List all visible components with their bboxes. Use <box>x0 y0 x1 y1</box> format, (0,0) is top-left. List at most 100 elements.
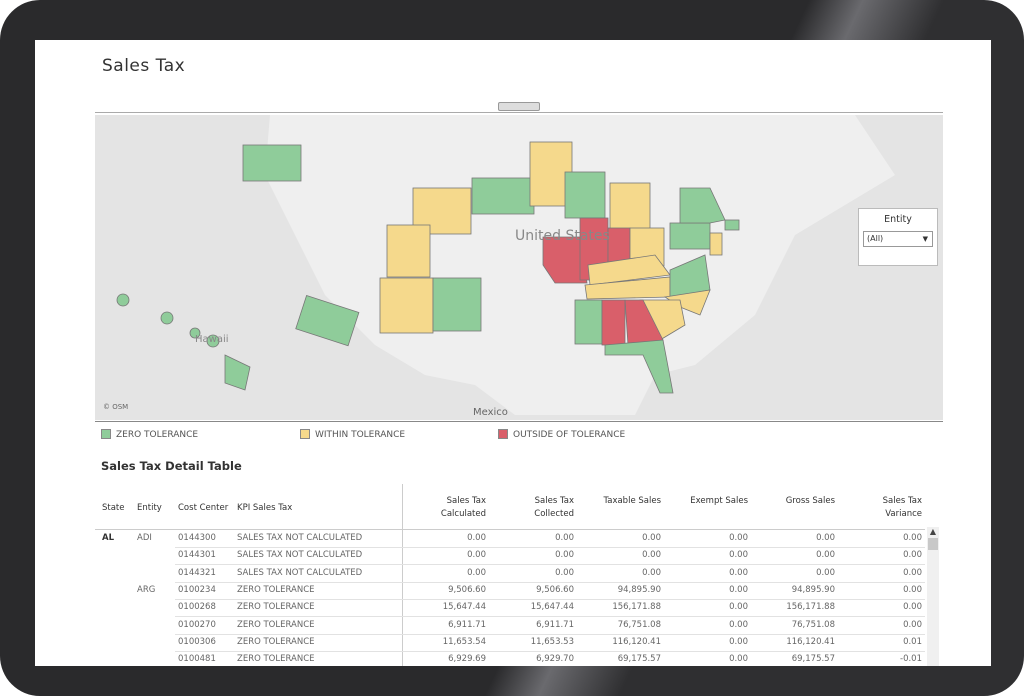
legend-label: ZERO TOLERANCE <box>116 430 199 440</box>
numeric-cell: -0.01 <box>900 654 922 665</box>
column-header: Sales Tax Collected <box>534 496 574 519</box>
numeric-cell: 116,120.41 <box>612 636 661 647</box>
scroll-up[interactable]: ▲ <box>929 527 937 536</box>
page-title: Sales Tax <box>102 56 186 76</box>
numeric-cell: 69,175.57 <box>617 654 661 665</box>
row-rule <box>175 564 925 566</box>
text-cell: AL <box>102 533 114 543</box>
text-cell: ZERO TOLERANCE <box>237 619 315 630</box>
row-rule <box>175 598 925 600</box>
map-label: Mexico <box>473 407 508 418</box>
numeric-cell: 156,171.88 <box>612 602 661 613</box>
numeric-cell: 11,653.53 <box>530 636 574 647</box>
legend-swatch <box>101 429 111 439</box>
numeric-cell: 15,647.44 <box>530 602 574 613</box>
numeric-cell: 6,911.71 <box>448 619 486 630</box>
numeric-cell: 0.00 <box>903 619 922 630</box>
text-cell: ZERO TOLERANCE <box>237 636 315 647</box>
numeric-cell: 11,653.54 <box>442 636 486 647</box>
divider <box>95 112 943 113</box>
row-rule <box>175 581 925 583</box>
state <box>542 236 588 284</box>
numeric-cell: 0.00 <box>729 602 748 613</box>
numeric-cell: 0.01 <box>903 636 922 647</box>
numeric-cell: 0.00 <box>729 636 748 647</box>
numeric-cell: 0.00 <box>816 567 835 578</box>
column-header: Cost Center <box>178 503 229 513</box>
column-header: KPI Sales Tax <box>237 503 293 513</box>
legend-swatch <box>300 429 310 439</box>
column-header: State <box>102 503 125 513</box>
state <box>601 299 626 346</box>
column-header: Entity <box>137 503 162 513</box>
numeric-cell: 0.00 <box>642 533 661 543</box>
text-cell: 0100268 <box>178 602 216 613</box>
numeric-cell: 6,911.71 <box>536 619 574 630</box>
island <box>116 293 130 307</box>
numeric-cell: 15,647.44 <box>442 602 486 613</box>
state <box>564 171 606 219</box>
island <box>189 327 201 339</box>
numeric-cell: 0.00 <box>903 550 922 561</box>
resize-handle[interactable] <box>498 102 540 111</box>
text-cell: ZERO TOLERANCE <box>237 584 315 595</box>
numeric-cell: 69,175.57 <box>791 654 835 665</box>
numeric-cell: 0.00 <box>816 533 835 543</box>
numeric-cell: 0.00 <box>729 567 748 578</box>
state <box>471 177 535 215</box>
numeric-cell: 0.00 <box>555 550 574 561</box>
numeric-cell: 0.00 <box>467 533 486 543</box>
state <box>574 299 603 345</box>
scroll-thumb[interactable] <box>928 538 938 550</box>
numeric-cell: 0.00 <box>555 567 574 578</box>
screen: Sales Tax <box>35 40 991 666</box>
legend-label: OUTSIDE OF TOLERANCE <box>513 430 626 440</box>
filter-label: Entity <box>884 214 912 225</box>
text-cell: 0144301 <box>178 550 216 561</box>
row-rule <box>175 633 925 635</box>
state <box>242 144 302 182</box>
column-header: Gross Sales <box>785 496 835 506</box>
column-header: Sales Tax Calculated <box>440 496 486 519</box>
legend-item: OUTSIDE OF TOLERANCE <box>498 429 625 440</box>
state <box>386 224 431 278</box>
header-rule <box>95 529 925 530</box>
numeric-cell: 0.00 <box>729 654 748 665</box>
text-cell: ADI <box>137 533 152 543</box>
legend-label: WITHIN TOLERANCE <box>315 430 406 440</box>
numeric-cell: 94,895.90 <box>617 584 661 595</box>
divider <box>95 421 943 422</box>
numeric-cell: 0.00 <box>729 533 748 543</box>
text-cell: SALES TAX NOT CALCULATED <box>237 567 363 578</box>
dropdown-arrow: ▼ <box>922 235 928 243</box>
state <box>669 222 711 250</box>
legend-item: WITHIN TOLERANCE <box>300 429 405 440</box>
state <box>709 232 723 256</box>
map: United States Hawaii Mexico © OSM <box>95 115 943 420</box>
numeric-cell: 0.00 <box>903 567 922 578</box>
filter-dropdown[interactable]: (All) ▼ <box>863 231 933 247</box>
text-cell: 0100270 <box>178 619 216 630</box>
map-label: Hawaii <box>195 334 229 345</box>
text-cell: 0100234 <box>178 584 216 595</box>
state <box>609 182 651 232</box>
numeric-cell: 9,506.60 <box>448 584 486 595</box>
numeric-cell: 0.00 <box>467 550 486 561</box>
header-sep <box>402 484 403 666</box>
numeric-cell: 0.00 <box>729 550 748 561</box>
numeric-cell: 0.00 <box>903 584 922 595</box>
scrollbar[interactable]: ▲ <box>927 527 939 666</box>
numeric-cell: 0.00 <box>729 619 748 630</box>
island <box>224 354 251 391</box>
text-cell: ARG <box>137 584 156 595</box>
entity-filter: Entity (All) ▼ <box>858 208 938 266</box>
legend-item: ZERO TOLERANCE <box>101 429 198 440</box>
island <box>206 334 220 348</box>
row-rule <box>175 547 925 548</box>
state <box>604 339 674 394</box>
filter-value: (All) <box>867 234 884 243</box>
attribution: © OSM <box>103 403 128 411</box>
numeric-cell: 94,895.90 <box>791 584 835 595</box>
numeric-cell: 156,171.88 <box>786 602 835 613</box>
